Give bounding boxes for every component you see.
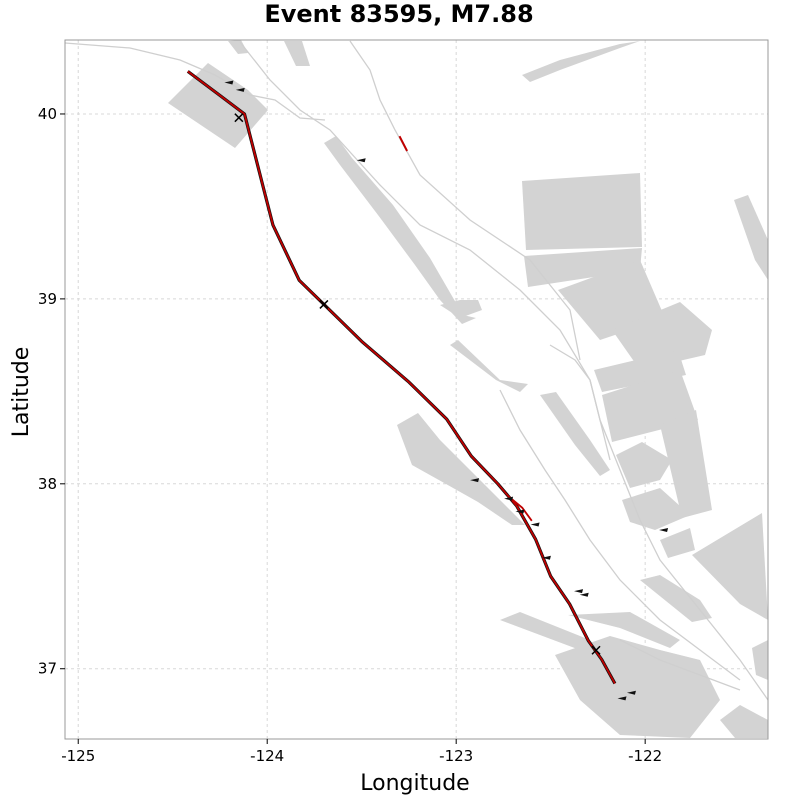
- hypocenter-marker: [319, 299, 329, 309]
- slip-patch: [504, 496, 514, 501]
- fault-trace: [239, 41, 769, 701]
- slip-patch: [356, 158, 366, 163]
- fault-patch: [752, 640, 768, 680]
- y-tick-label: 39: [38, 290, 57, 308]
- y-tick-label: 38: [38, 475, 57, 493]
- fault-trace: [499, 389, 741, 681]
- slip-patch: [541, 555, 551, 560]
- hypocenter-marker: [234, 113, 244, 123]
- fault-trace: [349, 40, 581, 361]
- slip-patch: [235, 87, 245, 92]
- y-tick-label: 40: [38, 105, 57, 123]
- slip-patch: [659, 528, 669, 533]
- fault-patch: [734, 195, 768, 280]
- fault-patch: [440, 300, 482, 318]
- fault-trace: [64, 42, 326, 121]
- fault-patch: [568, 612, 680, 648]
- fault-patch: [522, 41, 640, 82]
- rupture-trace-outline: [186, 70, 617, 685]
- plot-frame: [64, 39, 769, 740]
- rupture-segment: [398, 135, 408, 152]
- hypocenter-marker: [591, 645, 601, 655]
- y-axis-label: Latitude: [9, 347, 34, 438]
- slip-patch: [224, 80, 234, 85]
- x-tick-label: -122: [628, 747, 662, 765]
- fault-patch: [692, 513, 768, 620]
- fault-patch: [612, 302, 712, 370]
- fault-patch: [397, 413, 525, 525]
- fault-patch: [720, 705, 768, 738]
- fault-traces: [64, 40, 769, 701]
- fault-patch: [228, 40, 248, 54]
- slip-patch: [470, 478, 480, 483]
- y-tick-label: 37: [38, 660, 57, 678]
- x-axis-label: Longitude: [360, 771, 469, 796]
- slip-patch: [579, 592, 589, 597]
- fault-trace: [549, 344, 611, 461]
- fault-patch: [555, 636, 720, 738]
- fault-patch: [660, 528, 695, 558]
- slip-patch: [574, 589, 584, 594]
- fault-patch: [616, 442, 672, 488]
- fault-patch: [284, 41, 310, 66]
- map-title: Event 83595, M7.88: [264, 0, 533, 28]
- fault-patch: [324, 136, 476, 324]
- rupture-layer: [186, 70, 669, 701]
- slip-patch: [530, 522, 540, 527]
- fault-patch: [594, 350, 686, 392]
- slip-patch: [617, 696, 627, 701]
- fault-patch: [540, 392, 610, 476]
- fault-patch: [660, 410, 712, 518]
- fault-patch: [168, 63, 268, 148]
- fault-patch: [640, 575, 712, 622]
- slip-patch: [515, 509, 525, 514]
- x-tick-label: -125: [61, 747, 95, 765]
- fault-patch: [500, 612, 600, 652]
- rupture-branch: [508, 496, 533, 522]
- hypocenter-layer: [234, 113, 601, 655]
- rupture-trace: [187, 70, 616, 684]
- slip-patch: [626, 690, 636, 695]
- fault-patch: [450, 340, 528, 392]
- fault-trace: [619, 639, 741, 691]
- fault-patch: [622, 488, 690, 530]
- axis-ticks: -125 -124 -123 -122 40 39 38 37: [38, 105, 662, 765]
- fault-patch: [522, 173, 642, 250]
- fault-patches: [168, 40, 768, 738]
- x-tick-label: -123: [439, 747, 473, 765]
- fault-patch: [524, 248, 642, 287]
- x-tick-label: -124: [250, 747, 284, 765]
